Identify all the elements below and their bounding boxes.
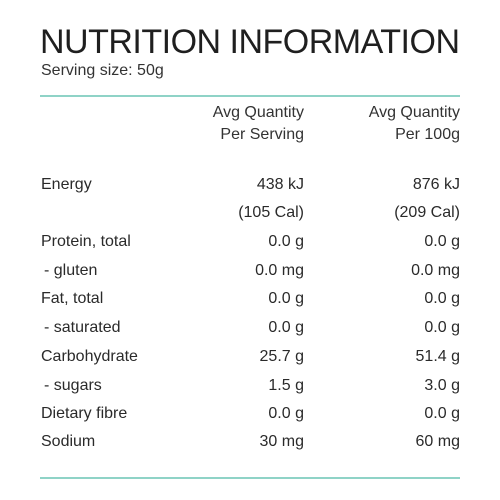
nutrient-label: Carbohydrate (41, 348, 138, 365)
per-100g-value: 0.0 g (424, 290, 460, 307)
per-serving-value: 0.0 g (268, 233, 304, 250)
column-header-per-serving-line2: Per Serving (220, 126, 304, 143)
bottom-divider (40, 477, 460, 479)
nutrient-row-saturated: - saturated 0.0 g 0.0 g (0, 314, 500, 342)
column-header-per-serving-line1: Avg Quantity (212, 104, 304, 121)
per-100g-value: (209 Cal) (394, 204, 460, 221)
per-100g-value: 0.0 g (424, 233, 460, 250)
nutrient-row-sugars: - sugars 1.5 g 3.0 g (0, 372, 500, 400)
nutrient-label: - sugars (44, 377, 102, 394)
nutrient-label: Energy (41, 176, 92, 193)
per-100g-value: 0.0 mg (411, 262, 460, 279)
nutrient-row-protein: Protein, total 0.0 g 0.0 g (0, 228, 500, 256)
per-100g-value: 3.0 g (424, 377, 460, 394)
nutrient-label: Fat, total (41, 290, 104, 307)
per-100g-value: 51.4 g (415, 348, 460, 365)
per-100g-value: 0.0 g (424, 405, 460, 422)
nutrient-label: Protein, total (41, 233, 131, 250)
per-serving-value: 1.5 g (268, 377, 304, 394)
nutrient-row-fibre: Dietary fibre 0.0 g 0.0 g (0, 400, 500, 428)
nutrient-label: Sodium (41, 433, 96, 450)
per-serving-value: (105 Cal) (238, 204, 304, 221)
nutrient-row-gluten: - gluten 0.0 mg 0.0 mg (0, 257, 500, 285)
column-header-per-100g: Avg Quantity Per 100g (369, 102, 460, 146)
panel-title: NUTRITION INFORMATION (40, 23, 460, 61)
nutrient-row-carbohydrate: Carbohydrate 25.7 g 51.4 g (0, 343, 500, 371)
per-serving-value: 0.0 g (268, 290, 304, 307)
per-100g-value: 0.0 g (424, 319, 460, 336)
serving-size: Serving size: 50g (41, 62, 164, 79)
per-100g-value: 60 mg (415, 433, 460, 450)
column-header-per-serving: Avg Quantity Per Serving (213, 102, 304, 146)
nutrient-row-sodium: Sodium 30 mg 60 mg (0, 428, 500, 456)
per-serving-value: 30 mg (259, 433, 304, 450)
column-header-per-100g-line1: Avg Quantity (368, 104, 460, 121)
top-divider (40, 95, 460, 97)
per-serving-value: 0.0 mg (255, 262, 304, 279)
nutrient-row-fat: Fat, total 0.0 g 0.0 g (0, 285, 500, 313)
nutrient-row-energy: Energy 438 kJ 876 kJ (0, 171, 500, 199)
nutrient-label: - gluten (44, 262, 98, 279)
nutrient-label: - saturated (44, 319, 121, 336)
per-100g-value: 876 kJ (412, 176, 460, 193)
per-serving-value: 25.7 g (259, 348, 304, 365)
nutrient-label: Dietary fibre (41, 405, 128, 422)
nutrient-row-energy-cal: (105 Cal) (209 Cal) (0, 199, 500, 227)
column-header-per-100g-line2: Per 100g (395, 126, 460, 143)
per-serving-value: 0.0 g (268, 319, 304, 336)
per-serving-value: 438 kJ (256, 176, 304, 193)
per-serving-value: 0.0 g (268, 405, 304, 422)
